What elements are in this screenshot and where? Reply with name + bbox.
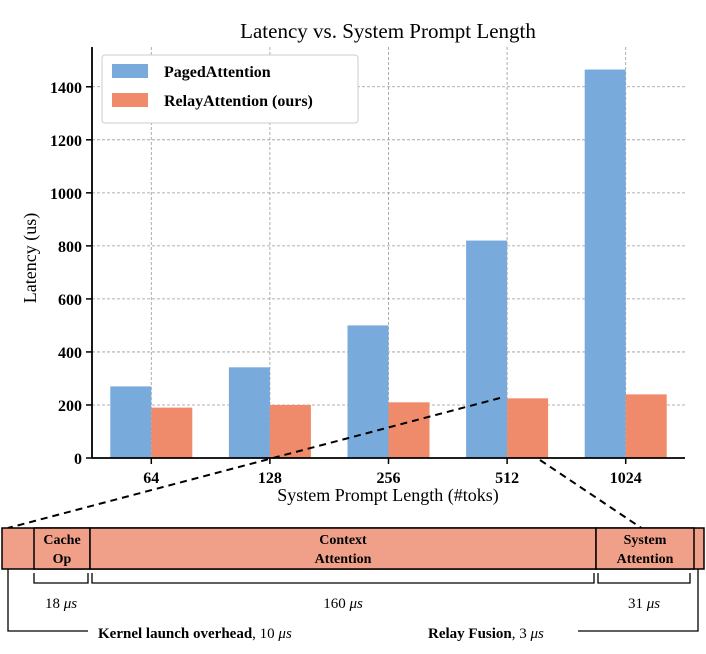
x-tick-label: 1024 [610, 470, 642, 487]
x-tick-label: 64 [143, 470, 159, 487]
segment-system-attention [595, 527, 695, 570]
x-axis-label: System Prompt Length (#toks) [277, 485, 499, 506]
bar-relay-attention [151, 407, 193, 458]
segment-cache-op-label-2: Op [53, 552, 72, 567]
bar-paged-attention [584, 69, 626, 459]
y-tick-label: 600 [58, 292, 82, 309]
segment-cache-op-label-1: Cache [43, 533, 80, 548]
chart-title: Latency vs. System Prompt Length [240, 19, 536, 43]
legend-box [101, 54, 359, 124]
duration-system: 31 μs [628, 596, 660, 612]
breakdown-bar: Cache Op Context Attention System Attent… [1, 527, 705, 570]
segment-cache-op [33, 527, 91, 570]
legend-swatch-paged [112, 64, 148, 78]
y-tick-label: 400 [58, 345, 82, 362]
bar-paged-attention [110, 386, 152, 458]
bar-relay-attention [388, 402, 430, 458]
x-tick-label: 256 [377, 470, 401, 487]
y-tick-label: 1400 [50, 80, 82, 97]
kernel-launch-overhead: Kernel launch overhead, 10 μs [98, 626, 292, 642]
segment-system-label-1: System [624, 533, 667, 548]
segment-context-label-1: Context [319, 533, 367, 548]
bar-relay-attention [507, 398, 549, 458]
bar-relay-attention [269, 404, 311, 458]
legend-swatch-relay [112, 93, 148, 107]
bracket-overhead-left [7, 569, 88, 632]
duration-brackets [7, 569, 699, 632]
bracket-system [597, 573, 691, 584]
bar-paged-attention [228, 367, 270, 458]
x-tick-label: 128 [258, 470, 282, 487]
bar-paged-attention [347, 325, 389, 458]
y-tick-label: 0 [74, 451, 82, 468]
duration-cache-op: 18 μs [45, 596, 77, 612]
tick-labels: 0 200 400 600 800 1000 1200 1400 64 128 256 512 1024 [50, 80, 642, 487]
legend: PagedAttention RelayAttention (ours) [101, 54, 359, 124]
zoom-line-left [7, 397, 501, 529]
relay-fusion-overhead: Relay Fusion, 3 μs [428, 626, 544, 642]
bracket-context [91, 573, 595, 584]
segment-system-label-2: Attention [617, 552, 674, 567]
bracket-overhead-right [578, 569, 699, 632]
bracket-cache-op [33, 573, 89, 584]
x-tick-label: 512 [495, 470, 519, 487]
y-tick-label: 800 [58, 239, 82, 256]
bars [110, 69, 667, 459]
bar-paged-attention [466, 240, 508, 458]
y-axis-label: Latency (us) [20, 213, 41, 303]
bar-relay-attention [625, 394, 667, 458]
axes [86, 47, 685, 464]
duration-context: 160 μs [323, 596, 363, 612]
y-tick-label: 1200 [50, 133, 82, 150]
segment-context-label-2: Attention [315, 552, 372, 567]
legend-label-relay: RelayAttention (ours) [164, 93, 313, 110]
legend-label-paged: PagedAttention [164, 64, 271, 81]
y-tick-label: 1000 [50, 186, 82, 203]
y-tick-label: 200 [58, 398, 82, 415]
